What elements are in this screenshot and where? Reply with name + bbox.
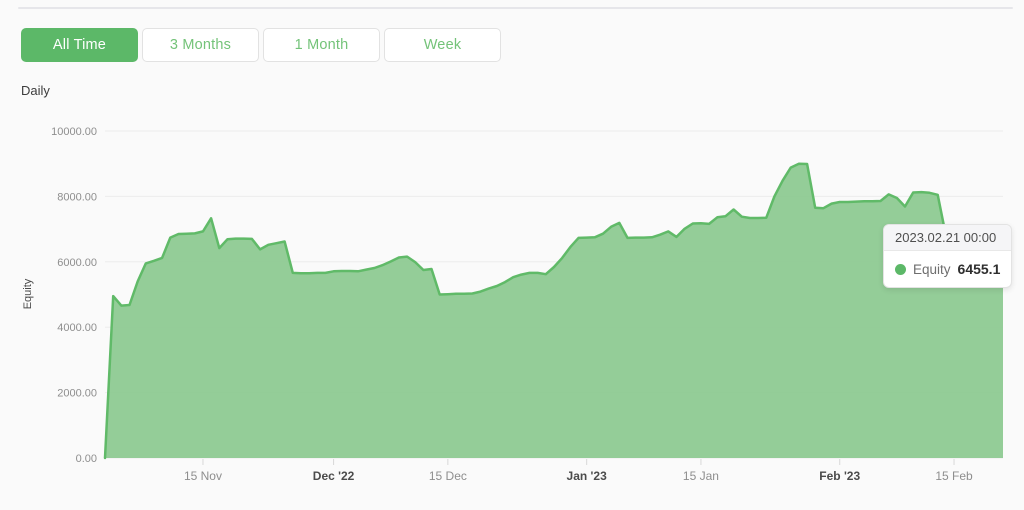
y-tick-label: 4000.00: [57, 322, 97, 334]
time-range-toolbar: All Time 3 Months 1 Month Week: [21, 28, 501, 62]
equity-area-fill: [105, 163, 1003, 458]
range-button-1-month[interactable]: 1 Month: [263, 28, 380, 62]
equity-area-chart[interactable]: 0.00 2000.00 4000.00 6000.00 8000.00 10000.00…: [0, 110, 1024, 500]
y-tick-label: 10000.00: [51, 126, 97, 138]
y-tick-label: 2000.00: [57, 388, 97, 400]
tooltip-series-name: Equity: [913, 261, 951, 277]
tooltip-series-value: 6455.1: [957, 261, 1001, 277]
equity-line: [103, 162, 1005, 460]
range-button-all-time[interactable]: All Time: [21, 28, 138, 62]
x-tick-label: Jan '23: [567, 469, 608, 483]
y-tick-label: 6000.00: [57, 257, 97, 269]
x-tick-label: Feb '23: [819, 469, 860, 483]
chart-tooltip: 2023.02.21 00:00 Equity 6455.1: [883, 224, 1013, 288]
period-label: Daily: [21, 83, 50, 98]
range-button-week[interactable]: Week: [384, 28, 501, 62]
range-button-3-months[interactable]: 3 Months: [142, 28, 259, 62]
top-divider: [18, 7, 1013, 9]
x-tick-label: 15 Jan: [683, 469, 719, 483]
tooltip-body: Equity 6455.1: [884, 251, 1011, 287]
x-tick-label: 15 Feb: [935, 469, 973, 483]
tooltip-date: 2023.02.21 00:00: [884, 225, 1012, 251]
x-tick-label: Dec '22: [313, 469, 355, 483]
y-tick-label: 0.00: [76, 453, 97, 465]
x-tick-label: 15 Nov: [184, 469, 222, 483]
tooltip-series-dot-icon: [895, 263, 906, 275]
x-tick-label: 15 Dec: [429, 469, 467, 483]
y-axis-title: Equity: [22, 278, 34, 309]
y-tick-label: 8000.00: [57, 191, 97, 203]
